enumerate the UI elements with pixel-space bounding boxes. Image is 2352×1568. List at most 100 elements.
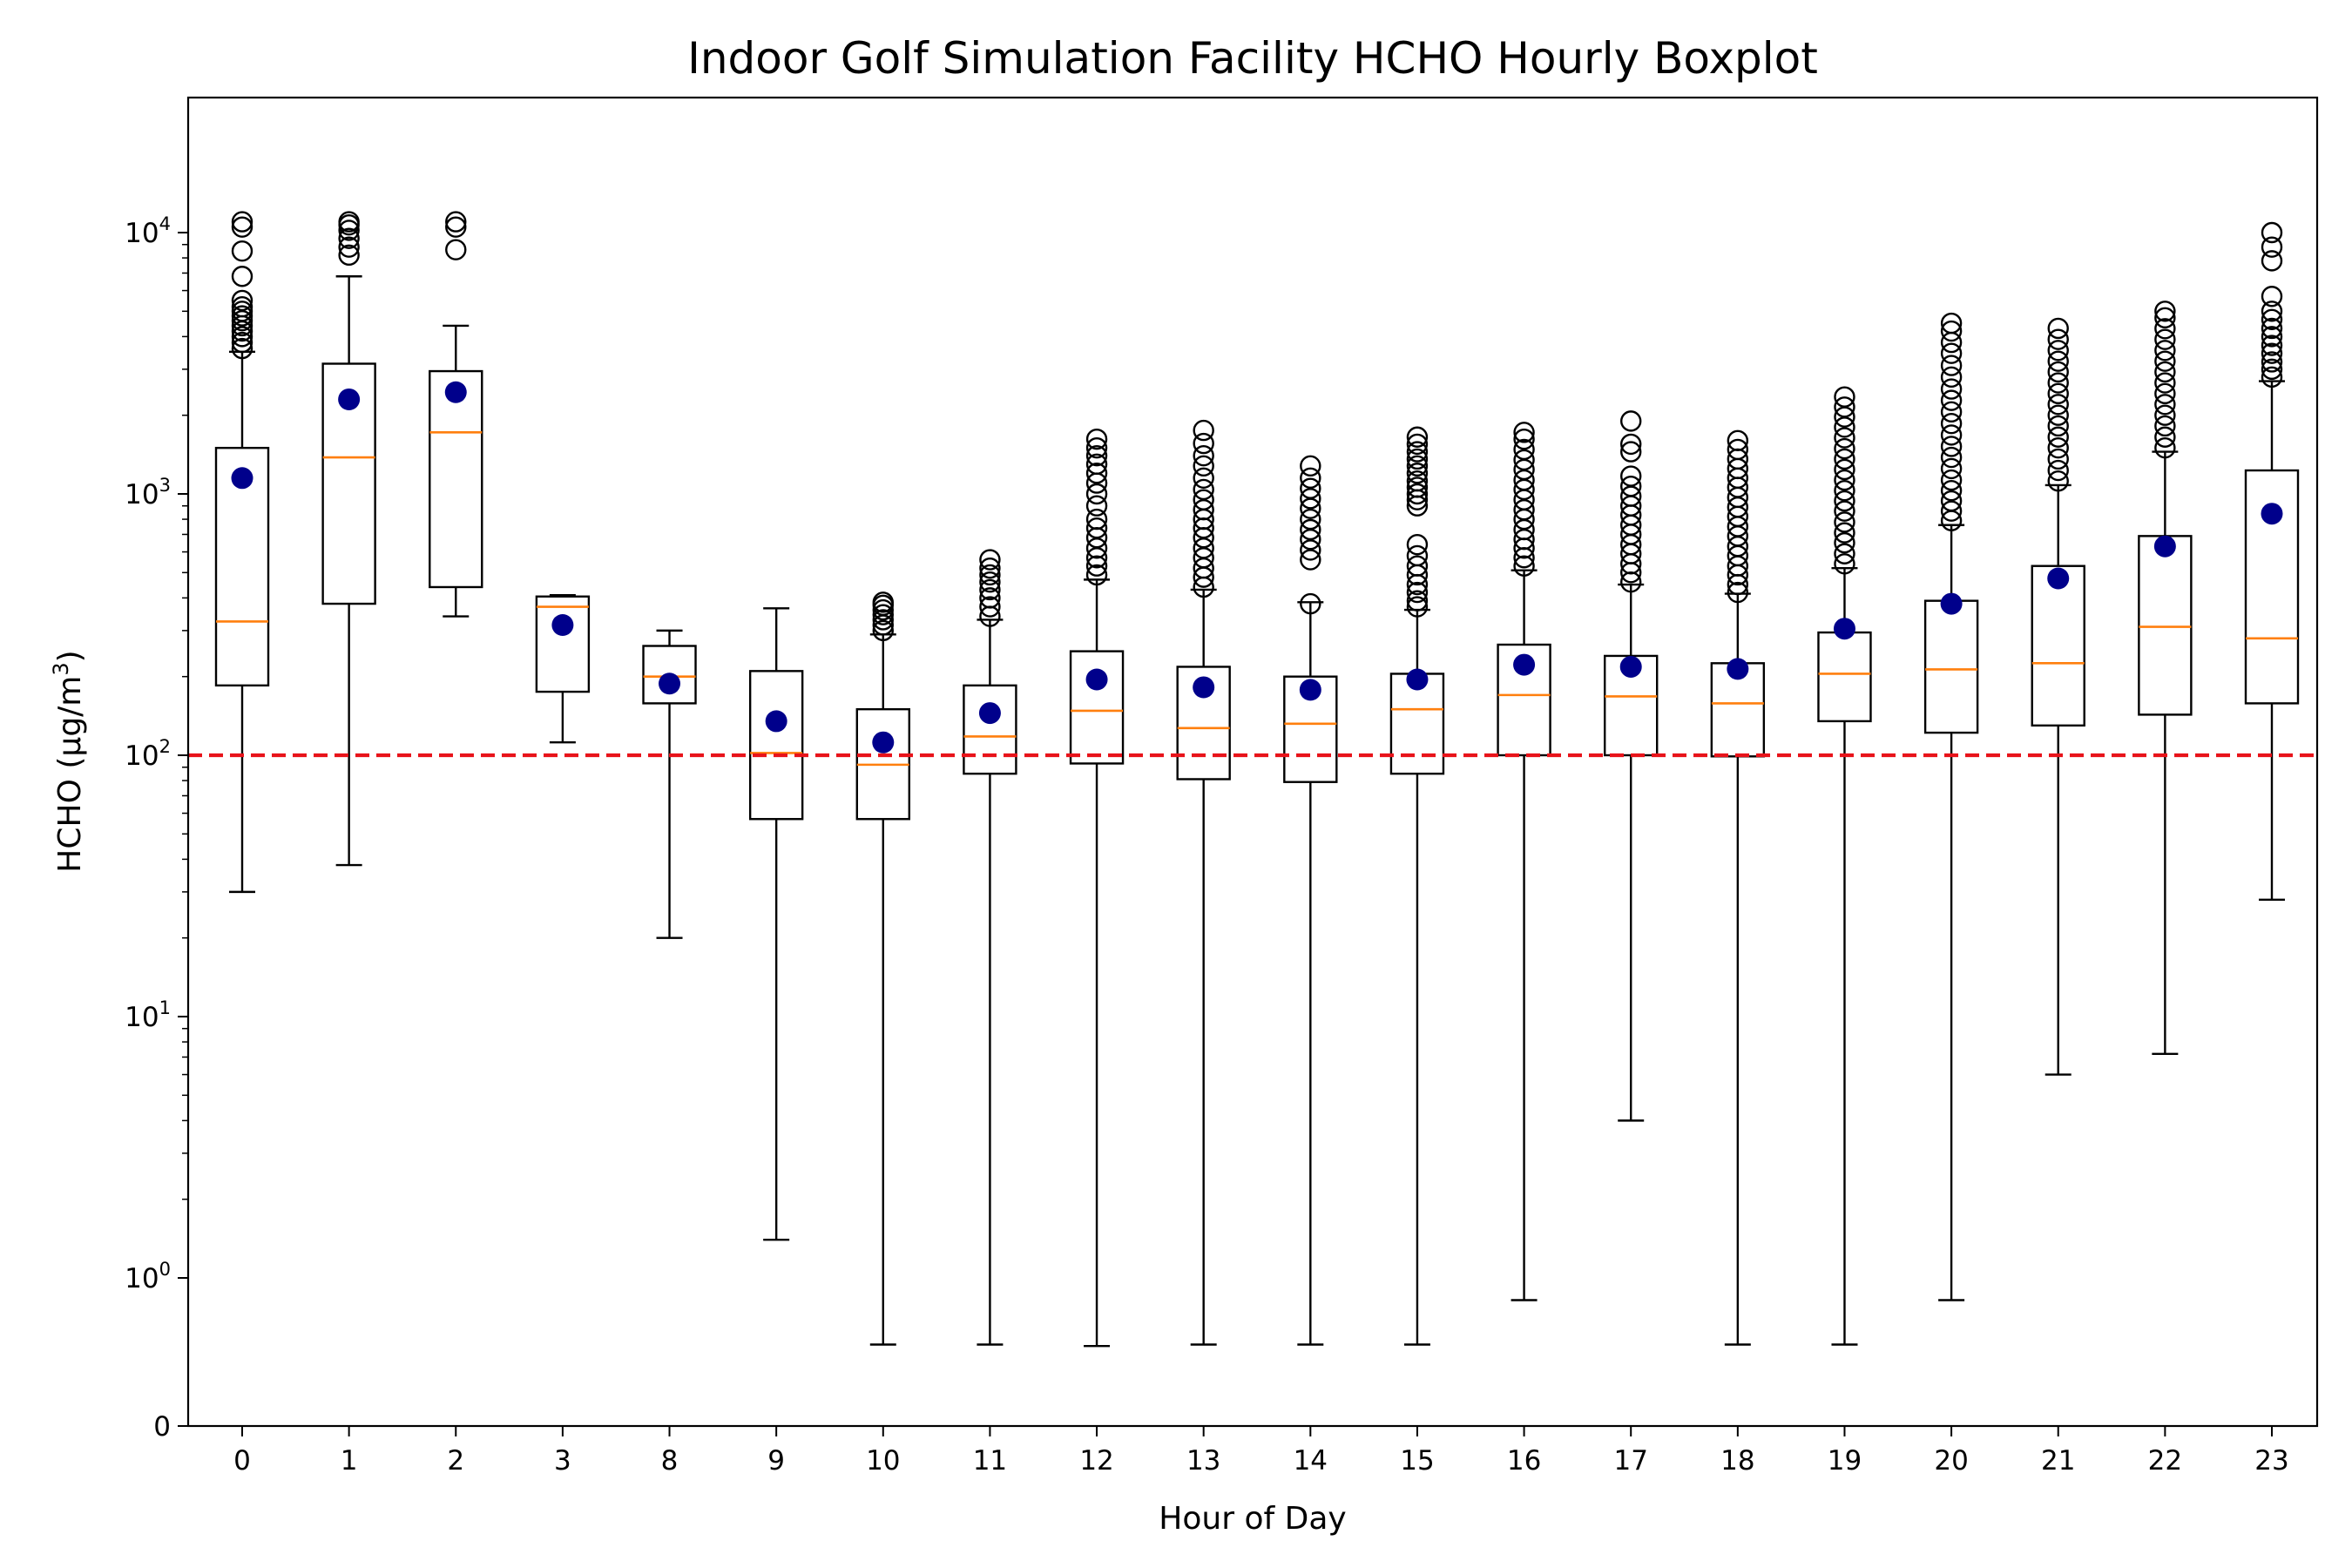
axes: 0 1 2 3 8 9 10 11 12 13 14 15 16 17 18 19 20 21 22 23010010…: [125, 213, 2289, 1477]
outlier-point: [1940, 469, 1963, 491]
x-axis-label: Hour of Day: [1159, 1501, 1346, 1537]
outlier-point: [2154, 301, 2176, 322]
mean-point: [231, 467, 253, 490]
y-tick-exponent: 4: [159, 213, 171, 234]
outlier-point: [979, 587, 1001, 609]
y-axis-label-end: ): [52, 650, 88, 662]
y-axis-label-base: HCHO (µg/m: [52, 676, 88, 873]
outlier-point: [1727, 429, 1749, 451]
y-tick-exponent: 0: [159, 1259, 171, 1280]
outlier-point: [231, 240, 253, 262]
outlier-point: [1727, 581, 1749, 604]
outlier-point: [1406, 596, 1429, 618]
outlier-point: [1406, 483, 1429, 505]
box-group-hour-19: [1817, 386, 1872, 1346]
outlier-point: [1513, 498, 1535, 521]
y-tick-label: 102: [125, 736, 171, 772]
outlier-point: [1406, 470, 1429, 492]
iqr-box: [748, 670, 804, 821]
outlier-point: [2047, 426, 2069, 448]
outlier-point: [1834, 531, 1855, 554]
outlier-point: [1940, 446, 1963, 469]
outlier-point: [2154, 307, 2176, 329]
outlier-point: [231, 266, 253, 287]
outlier-point: [1085, 444, 1108, 467]
iqr-box: [2031, 564, 2085, 727]
outlier-point: [1513, 438, 1535, 461]
x-tick-label: 15: [1400, 1445, 1434, 1477]
box-group-hour-20: [1923, 312, 1979, 1301]
box-group-hour-1: [321, 211, 376, 867]
x-tick-label: 16: [1507, 1445, 1541, 1477]
outlier-point: [1406, 533, 1429, 556]
box-group-hour-22: [2138, 301, 2193, 1056]
outlier-point: [1727, 438, 1749, 461]
mean-point: [1406, 668, 1429, 691]
outlier-point: [979, 564, 1001, 586]
box-group-hour-13: [1176, 419, 1231, 1346]
outlier-point: [1940, 479, 1963, 502]
mean-point: [1833, 618, 1855, 640]
iqr-box: [1069, 650, 1125, 765]
outlier-point: [1940, 378, 1963, 400]
x-tick-label: 9: [767, 1445, 785, 1477]
outlier-point: [2047, 394, 2069, 416]
outlier-point: [1940, 490, 1963, 512]
outlier-point: [445, 216, 467, 238]
outlier-point: [1406, 590, 1429, 612]
outlier-point: [1620, 475, 1642, 497]
outlier-point: [1193, 455, 1214, 477]
x-tick-label: 23: [2254, 1445, 2288, 1477]
mean-point: [1513, 653, 1536, 676]
box-group-hour-17: [1604, 410, 1659, 1122]
outlier-point: [1834, 553, 1855, 575]
x-tick-label: 11: [973, 1445, 1007, 1477]
outlier-point: [979, 549, 1001, 571]
outlier-point: [1940, 342, 1963, 364]
outlier-point: [1834, 511, 1855, 533]
outlier-point: [2154, 426, 2176, 448]
outlier-point: [2047, 340, 2069, 362]
box-group-hour-14: [1283, 455, 1338, 1346]
mean-point: [1727, 658, 1749, 680]
x-tick-label: 0: [233, 1445, 251, 1477]
outlier-point: [2154, 394, 2176, 416]
outlier-point: [445, 211, 467, 233]
outlier-point: [231, 211, 253, 233]
outlier-point: [1406, 463, 1429, 484]
outlier-point: [1513, 428, 1535, 450]
x-tick-label: 17: [1613, 1445, 1647, 1477]
mean-point: [1193, 676, 1215, 699]
outlier-point: [872, 591, 894, 613]
outlier-point: [1940, 312, 1963, 335]
outlier-point: [231, 216, 253, 238]
outlier-point: [1300, 549, 1321, 571]
outlier-point: [2154, 404, 2176, 426]
outlier-point: [1834, 522, 1855, 544]
outlier-point: [338, 227, 360, 249]
outlier-point: [1834, 500, 1855, 522]
y-tick-label: 103: [125, 475, 171, 510]
outlier-point: [1085, 495, 1108, 517]
outlier-point: [2261, 301, 2283, 322]
outlier-point: [1193, 467, 1214, 489]
x-tick-label: 1: [341, 1445, 358, 1477]
outlier-point: [1513, 449, 1535, 471]
outlier-point: [1085, 436, 1108, 459]
outlier-point: [872, 598, 894, 621]
iqr-box: [1923, 599, 1979, 734]
outlier-point: [2261, 326, 2283, 348]
outlier-point: [2047, 415, 2069, 437]
outlier-point: [2047, 459, 2069, 482]
outlier-point: [231, 295, 253, 318]
mean-point: [659, 672, 681, 695]
outlier-point: [1085, 564, 1108, 586]
x-tick-label: 8: [661, 1445, 679, 1477]
x-tick-label: 10: [866, 1445, 900, 1477]
outlier-point: [2261, 366, 2283, 389]
y-tick-label: 104: [125, 213, 171, 249]
outlier-point: [2154, 372, 2176, 394]
outlier-point: [2261, 250, 2283, 272]
